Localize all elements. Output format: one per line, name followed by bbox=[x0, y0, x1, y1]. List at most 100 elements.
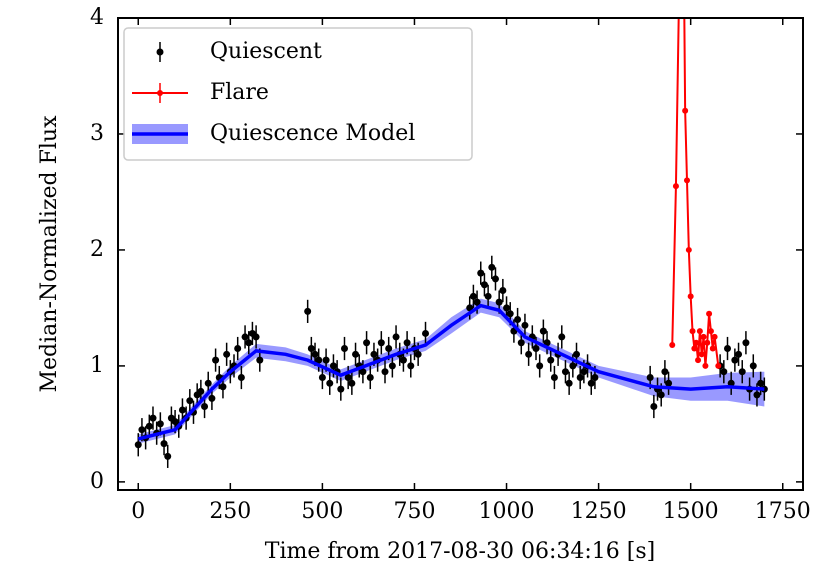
y-tick-label: 4 bbox=[90, 5, 104, 30]
data-point bbox=[657, 391, 665, 399]
data-point bbox=[403, 339, 411, 347]
flare-point bbox=[704, 339, 711, 346]
data-point bbox=[735, 350, 743, 358]
x-tick-label: 250 bbox=[209, 499, 251, 524]
data-point bbox=[561, 368, 569, 376]
flare-point bbox=[693, 339, 700, 346]
data-point bbox=[539, 327, 547, 335]
data-point bbox=[414, 350, 422, 358]
flare-point bbox=[687, 293, 694, 300]
data-point bbox=[366, 374, 374, 382]
y-tick-label: 1 bbox=[90, 353, 104, 378]
x-tick-label: 1250 bbox=[571, 499, 627, 524]
data-point bbox=[245, 339, 253, 347]
data-point bbox=[337, 385, 345, 393]
x-tick-label: 1000 bbox=[479, 499, 535, 524]
data-point bbox=[543, 339, 551, 347]
data-point bbox=[506, 310, 514, 318]
legend-marker bbox=[156, 48, 164, 56]
x-tick-label: 1500 bbox=[663, 499, 719, 524]
data-point bbox=[241, 333, 249, 341]
data-point bbox=[359, 368, 367, 376]
data-point bbox=[466, 304, 474, 312]
data-point bbox=[197, 387, 205, 395]
model-band bbox=[138, 298, 765, 444]
data-point bbox=[326, 379, 334, 387]
data-point bbox=[550, 374, 558, 382]
data-point bbox=[532, 345, 540, 353]
data-point bbox=[145, 422, 153, 430]
data-point bbox=[646, 374, 654, 382]
data-point bbox=[576, 374, 584, 382]
data-point bbox=[344, 374, 352, 382]
flare-point bbox=[702, 362, 709, 369]
data-point bbox=[318, 374, 326, 382]
data-point bbox=[495, 298, 503, 306]
legend-marker bbox=[157, 90, 163, 96]
data-point bbox=[536, 362, 544, 370]
data-point bbox=[525, 350, 533, 358]
data-point bbox=[517, 339, 525, 347]
y-axis-label: Median-Normalized Flux bbox=[37, 115, 62, 393]
data-point bbox=[385, 345, 393, 353]
data-point bbox=[363, 339, 371, 347]
data-point bbox=[164, 452, 172, 460]
data-point bbox=[753, 391, 761, 399]
data-point bbox=[388, 362, 396, 370]
flare-point bbox=[700, 333, 707, 340]
data-point bbox=[208, 394, 216, 402]
legend-label: Flare bbox=[210, 80, 269, 105]
data-point bbox=[322, 356, 330, 364]
data-point bbox=[480, 281, 488, 289]
data-point bbox=[178, 406, 186, 414]
x-tick-label: 1750 bbox=[755, 499, 811, 524]
data-point bbox=[742, 339, 750, 347]
flare-point bbox=[695, 357, 702, 364]
plot-frame bbox=[117, 17, 804, 491]
data-point bbox=[160, 440, 168, 448]
model-line bbox=[137, 303, 765, 441]
data-point bbox=[304, 307, 312, 315]
legend-label: Quiescent bbox=[210, 39, 322, 64]
data-point bbox=[186, 397, 194, 405]
data-point bbox=[547, 356, 555, 364]
data-point bbox=[370, 350, 378, 358]
data-point bbox=[558, 333, 566, 341]
y-tick-label: 0 bbox=[90, 469, 104, 494]
data-point bbox=[521, 321, 529, 329]
flare-point bbox=[689, 328, 696, 335]
x-tick-label: 0 bbox=[131, 499, 145, 524]
data-point bbox=[587, 379, 595, 387]
data-point bbox=[315, 356, 323, 364]
data-point bbox=[237, 374, 245, 382]
flare-point bbox=[707, 328, 714, 335]
data-point bbox=[569, 362, 577, 370]
flare-point bbox=[709, 345, 716, 352]
flare-point bbox=[691, 345, 698, 352]
data-point bbox=[573, 350, 581, 358]
data-point bbox=[565, 379, 573, 387]
data-point bbox=[329, 362, 337, 370]
data-point bbox=[738, 368, 746, 376]
data-point bbox=[212, 356, 220, 364]
flare-point bbox=[669, 342, 676, 349]
data-point bbox=[488, 263, 496, 271]
data-point bbox=[256, 356, 264, 364]
data-point bbox=[591, 374, 599, 382]
data-point bbox=[252, 333, 260, 341]
legend-box bbox=[123, 27, 473, 161]
flare-point bbox=[715, 362, 722, 369]
y-tick-label: 3 bbox=[90, 121, 104, 146]
data-point bbox=[204, 379, 212, 387]
flare-point bbox=[706, 310, 713, 317]
data-point bbox=[156, 420, 164, 428]
flare-point bbox=[683, 177, 690, 184]
flare-point bbox=[698, 351, 705, 358]
data-point bbox=[219, 383, 227, 391]
data-point bbox=[727, 379, 735, 387]
data-point bbox=[201, 403, 209, 411]
data-point bbox=[580, 368, 588, 376]
data-point bbox=[473, 298, 481, 306]
data-point bbox=[499, 287, 507, 295]
data-point bbox=[503, 304, 511, 312]
